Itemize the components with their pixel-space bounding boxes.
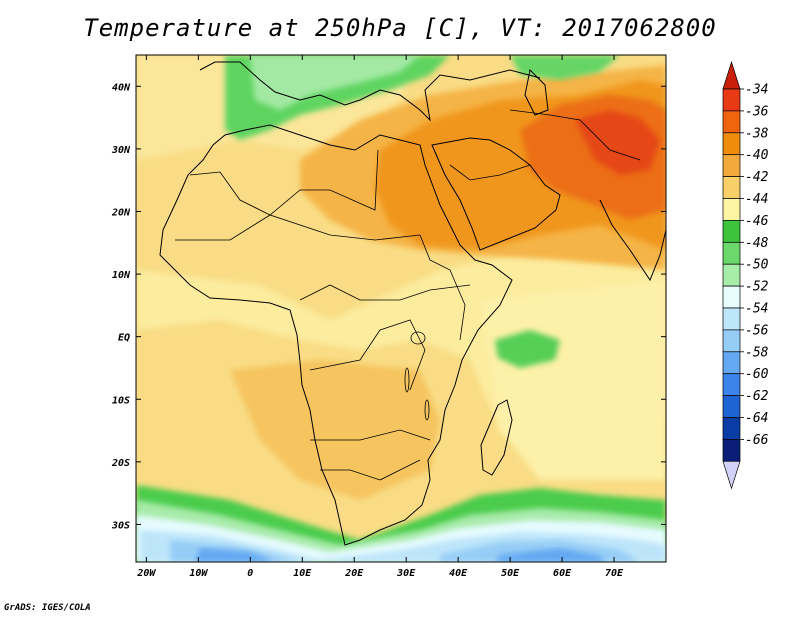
x-tick-label: 10E bbox=[293, 568, 312, 579]
caspian-coastline bbox=[524, 68, 549, 116]
y-tick-label: 20S bbox=[111, 458, 130, 469]
field-band-deepblue-south bbox=[195, 548, 605, 562]
field-band-south-africa bbox=[230, 360, 440, 500]
colorbar-label: -54 bbox=[745, 302, 768, 317]
colorbar-label: -44 bbox=[745, 192, 768, 207]
x-tick-label: 30E bbox=[396, 568, 416, 579]
colorbar-label: -36 bbox=[745, 104, 769, 119]
colorbar-label: -52 bbox=[745, 280, 769, 295]
colorbar-labels: -34 -36 -38 -40 -42 -44 -46 -48 -50 -52 -54 -56 -58 -… bbox=[740, 83, 769, 448]
field-band-lightgreen-europe bbox=[250, 55, 420, 110]
x-tick-label: 20E bbox=[344, 568, 364, 579]
lake-victoria bbox=[410, 331, 426, 345]
y-tick-label: 20N bbox=[111, 207, 131, 218]
border-line-south bbox=[310, 429, 431, 441]
x-tick-label: 50E bbox=[501, 568, 520, 579]
x-tick-label: 20W bbox=[136, 568, 156, 579]
colorbar-swatch bbox=[722, 241, 741, 265]
arabia-coastline bbox=[431, 137, 561, 251]
lake-tanganyika bbox=[404, 367, 410, 393]
map-title: Temperature at 250hPa [C], VT: 201706280… bbox=[83, 14, 717, 42]
colorbar-swatch bbox=[722, 132, 741, 156]
x-axis: 20W 10W 0 10E 20E 30E 40E 50E 60E 70E bbox=[136, 55, 624, 579]
y-axis: 40N 30N 20N 10N EQ 10S 20S 30S bbox=[111, 82, 666, 531]
africa-coastline bbox=[159, 124, 513, 546]
country-borders bbox=[175, 109, 641, 481]
colorbar-label: -48 bbox=[745, 236, 769, 251]
colorbar-swatch bbox=[722, 198, 741, 221]
border-line-central bbox=[299, 284, 471, 301]
field-band-red bbox=[575, 110, 660, 175]
border-line-arabia bbox=[449, 164, 531, 181]
field-band-green-spot bbox=[495, 330, 560, 368]
x-tick-label: 70E bbox=[605, 568, 624, 579]
europe-coastline bbox=[199, 61, 541, 122]
lakes bbox=[404, 331, 430, 421]
colorbar-swatch bbox=[722, 110, 741, 134]
y-tick-label: 30N bbox=[111, 145, 131, 156]
colorbar-label: -50 bbox=[745, 258, 769, 273]
colorbar-swatch bbox=[722, 285, 741, 309]
y-tick-label: 30S bbox=[111, 520, 130, 531]
colorbar-swatch bbox=[722, 88, 741, 112]
colorbar-swatch bbox=[722, 417, 741, 440]
temperature-field bbox=[136, 55, 666, 562]
colorbar-swatch bbox=[722, 176, 741, 199]
colorbar-label: -60 bbox=[745, 367, 769, 382]
y-tick-label: 10N bbox=[112, 270, 131, 281]
colorbar-swatch bbox=[722, 263, 741, 287]
border-line-sahara bbox=[189, 149, 379, 216]
colorbar-bottom-arrow bbox=[722, 460, 741, 490]
colorbar-label: -62 bbox=[745, 389, 769, 404]
coastlines bbox=[159, 61, 666, 546]
x-tick-label: 0 bbox=[247, 568, 253, 579]
colorbar-label: -64 bbox=[745, 411, 768, 426]
plot-frame bbox=[135, 54, 667, 563]
y-tick-label: EQ bbox=[118, 333, 130, 344]
y-tick-label: 40N bbox=[112, 82, 131, 93]
lake-malawi bbox=[424, 399, 430, 421]
colorbar-label: -66 bbox=[745, 433, 769, 448]
india-coastline bbox=[599, 199, 666, 282]
x-tick-label: 60E bbox=[553, 568, 572, 579]
x-tick-label: 40E bbox=[449, 568, 468, 579]
colorbar-label: -40 bbox=[745, 148, 769, 163]
field-band-pale-indian-ocean bbox=[480, 280, 666, 480]
colorbar-label: -58 bbox=[745, 345, 769, 360]
border-line-iran bbox=[509, 109, 641, 161]
colorbar-top-arrow bbox=[722, 60, 741, 90]
colorbar-swatch bbox=[722, 439, 741, 462]
colorbar-label: -34 bbox=[745, 83, 768, 98]
colorbar-label: -46 bbox=[745, 214, 769, 229]
colorbar-swatch bbox=[722, 154, 741, 177]
colorbar-swatch bbox=[722, 395, 741, 418]
colorbar-swatch bbox=[722, 220, 741, 243]
colorbar-boxes bbox=[722, 88, 741, 462]
x-tick-label: 10W bbox=[189, 568, 208, 579]
colorbar-swatch bbox=[722, 329, 741, 353]
border-line-sahel bbox=[175, 214, 421, 241]
colorbar-swatch bbox=[722, 373, 741, 396]
border-line-east bbox=[419, 234, 466, 341]
colorbar-label: -42 bbox=[745, 170, 769, 185]
colorbar-label: -56 bbox=[745, 323, 769, 338]
grads-credit: GrADS: IGES/COLA bbox=[4, 603, 91, 613]
border-line-southern bbox=[320, 459, 421, 481]
madagascar-coastline bbox=[480, 399, 513, 476]
y-tick-label: 10S bbox=[112, 395, 130, 406]
colorbar-swatch bbox=[722, 351, 741, 375]
colorbar-label: -38 bbox=[745, 126, 769, 141]
colorbar-swatch bbox=[722, 307, 741, 331]
border-line-congo bbox=[309, 319, 426, 391]
field-band-green-caspian bbox=[510, 55, 620, 80]
